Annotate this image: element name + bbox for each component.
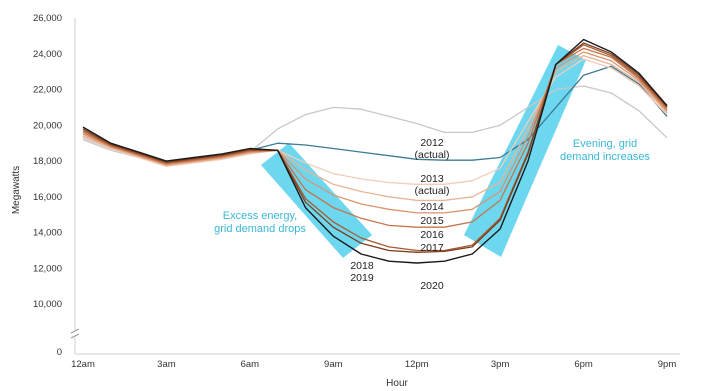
series-label: 2015 [420,215,444,227]
x-axis: 12am 3am 6am 9am 12pm 3pm 6pm 9pm [71,353,680,370]
series-labels: 2012(actual)2013(actual)2014201520162017… [350,137,449,292]
excess-energy-band [261,143,372,258]
y-axis-break-mark [70,328,80,339]
series-label: 2020 [420,280,444,292]
x-tick-label: 9pm [658,359,677,370]
series-label: (actual) [414,185,449,197]
annotation-evening: demand increases [560,151,650,163]
series-label: 2014 [420,201,444,213]
series-label: 2019 [350,272,374,284]
series-line-2015 [82,54,668,202]
y-tick-label: 14,000 [33,228,62,239]
y-tick-zero: 0 [57,347,62,358]
y-tick-label: 26,000 [33,13,62,24]
x-tick-label: 3pm [491,359,510,370]
y-tick-label: 10,000 [33,299,62,310]
y-tick-label: 20,000 [33,120,62,131]
x-tick-label: 6pm [574,359,593,370]
series-label: 2016 [420,229,444,241]
series-line-2019 [82,42,668,253]
series-label: 2012 [420,137,444,149]
y-axis: 10,000 12,000 14,000 16,000 18,000 20,000 22,0… [33,13,80,358]
series-line-2016 [82,51,668,214]
x-tick-label: 12pm [405,359,429,370]
series-lines [82,38,668,264]
y-tick-label: 18,000 [33,156,62,167]
series-line-2014 [82,58,668,185]
x-tick-label: 3am [157,359,176,370]
series-line-2020 [82,38,668,264]
annotation-excess: grid demand drops [214,223,306,235]
series-label: 2013 [420,173,444,185]
y-tick-label: 12,000 [33,263,62,274]
series-line-2018 [82,44,668,252]
series-label: 2018 [350,260,374,272]
x-tick-label: 9am [324,359,343,370]
annotation-evening: Evening, grid [573,138,637,150]
annotations: Excess energy,grid demand drops Evening, … [214,138,650,235]
y-tick-label: 22,000 [33,85,62,96]
series-label: (actual) [414,149,449,161]
y-axis-title: Megawatts [11,166,22,214]
y-tick-label: 24,000 [33,49,62,60]
x-axis-title: Hour [386,378,408,389]
series-line-2017 [82,47,668,228]
x-tick-label: 12am [71,359,95,370]
annotation-excess: Excess energy, [223,210,297,222]
y-tick-label: 16,000 [33,192,62,203]
x-tick-label: 6am [241,359,260,370]
series-label: 2017 [420,242,444,254]
